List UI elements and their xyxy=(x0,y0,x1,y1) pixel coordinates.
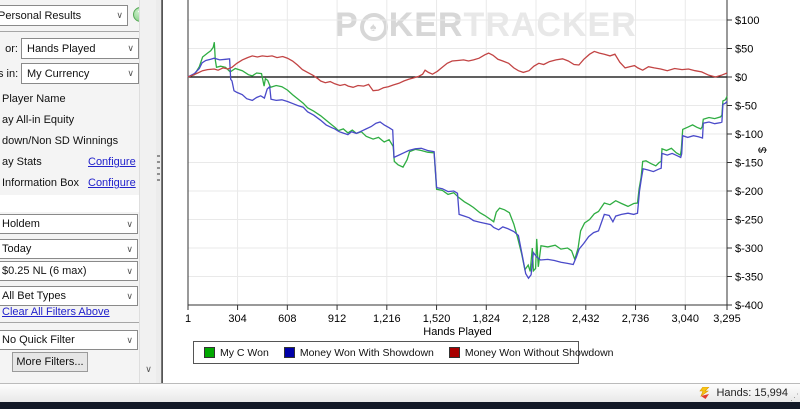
svg-text:$-100: $-100 xyxy=(735,129,763,141)
graph-panel: P ♠ KER TRACKER $100 $50 $0 $-50 $-100 $-150 $… xyxy=(162,0,800,383)
legend-item-won-with-showdown: Money Won With Showdown xyxy=(283,347,434,359)
green-swatch-icon xyxy=(204,347,215,358)
svg-text:1,216: 1,216 xyxy=(373,313,401,325)
option-information-box[interactable]: Information Box xyxy=(2,177,80,189)
option-stats[interactable]: ay Stats xyxy=(2,156,42,168)
currency-select[interactable]: My Currency ∨ xyxy=(21,63,139,84)
game-select[interactable]: Holdem ∨ xyxy=(0,214,138,234)
svg-text:$-400: $-400 xyxy=(735,300,763,312)
svg-text:3,295: 3,295 xyxy=(713,313,741,325)
svg-text:$-300: $-300 xyxy=(735,243,763,255)
svg-text:2,736: 2,736 xyxy=(622,313,650,325)
report-type-select[interactable]: Personal Results ∨ xyxy=(0,5,128,26)
configure-info-box-link[interactable]: Configure xyxy=(88,177,136,189)
bet-types-select[interactable]: All Bet Types ∨ xyxy=(0,286,138,306)
svg-text:304: 304 xyxy=(228,313,246,325)
panel-splitter[interactable] xyxy=(156,0,162,383)
status-bar: Hands: 15,994 ⋰ xyxy=(0,383,800,402)
red-swatch-icon xyxy=(448,347,460,358)
svg-text:1: 1 xyxy=(185,313,191,325)
blue-swatch-icon xyxy=(283,347,295,358)
date-range-select[interactable]: Today ∨ xyxy=(0,239,138,259)
sidebar: Personal Results ∨ ? or: Hands Played ∨ … xyxy=(0,0,156,383)
svg-text:$50: $50 xyxy=(735,44,753,56)
hands-count: Hands: 15,994 xyxy=(716,387,788,399)
graph-by-label: or: xyxy=(5,43,18,55)
chevron-down-icon: ∨ xyxy=(116,10,123,20)
splitter-grip-icon xyxy=(157,155,160,183)
chevron-down-icon: ∨ xyxy=(126,218,133,229)
results-in-label: s in: xyxy=(0,68,19,80)
configure-stats-link[interactable]: Configure xyxy=(88,156,136,168)
sidebar-scrollbar[interactable]: ∨ xyxy=(139,0,156,383)
chevron-down-icon: ∨ xyxy=(126,265,133,276)
divider xyxy=(0,322,153,323)
chevron-down-icon: ∨ xyxy=(126,243,133,254)
svg-text:$-350: $-350 xyxy=(735,272,763,284)
svg-text:Hands Played: Hands Played xyxy=(423,326,492,338)
option-allin-equity[interactable]: ay All-in Equity xyxy=(2,114,75,126)
option-player-name[interactable]: Player Name xyxy=(2,93,66,105)
clear-filters-link[interactable]: Clear All Filters Above xyxy=(2,306,110,318)
chart-legend: My C Won Money Won With Showdown Money W… xyxy=(193,341,614,364)
report-type-value: Personal Results xyxy=(0,9,82,22)
chevron-down-icon: ∨ xyxy=(127,43,134,53)
resize-grip-icon[interactable]: ⋰ xyxy=(790,392,799,402)
chevron-down-icon: ∨ xyxy=(126,334,133,345)
svg-text:$: $ xyxy=(757,147,769,153)
svg-text:$-150: $-150 xyxy=(735,158,763,170)
section-gap xyxy=(0,195,156,212)
svg-text:1,824: 1,824 xyxy=(473,313,501,325)
scroll-down-arrow-icon[interactable]: ∨ xyxy=(141,360,156,378)
poker-chip-icon: ♠ xyxy=(359,13,388,41)
svg-text:$-50: $-50 xyxy=(735,101,757,113)
svg-text:$0: $0 xyxy=(735,72,747,84)
svg-text:$-200: $-200 xyxy=(735,186,763,198)
winnings-line-chart: $100 $50 $0 $-50 $-100 $-150 $-200 $-250 $-300 $-… xyxy=(185,0,769,338)
quick-filter-select[interactable]: No Quick Filter ∨ xyxy=(0,330,138,350)
stakes-select[interactable]: $0.25 NL (6 max) ∨ xyxy=(0,261,138,281)
svg-text:912: 912 xyxy=(328,313,346,325)
chevron-down-icon: ∨ xyxy=(126,290,133,301)
chevron-down-icon: ∨ xyxy=(127,68,134,78)
pokertracker-watermark: P ♠ KER TRACKER xyxy=(335,6,637,44)
svg-text:$-250: $-250 xyxy=(735,215,763,227)
legend-item-won-without-showdown: Money Won Without Showdown xyxy=(448,347,614,359)
svg-text:3,040: 3,040 xyxy=(672,313,700,325)
more-filters-button[interactable]: More Filters... xyxy=(12,352,88,372)
taskbar xyxy=(0,402,800,409)
svg-text:2,128: 2,128 xyxy=(522,313,550,325)
option-showdown-winnings[interactable]: down/Non SD Winnings xyxy=(2,135,119,147)
lightning-icon xyxy=(699,386,710,399)
svg-text:$100: $100 xyxy=(735,15,759,27)
svg-text:2,432: 2,432 xyxy=(572,313,600,325)
graph-by-select[interactable]: Hands Played ∨ xyxy=(21,38,139,59)
legend-item-my-c-won: My C Won xyxy=(204,347,269,359)
svg-text:1,520: 1,520 xyxy=(423,313,451,325)
divider xyxy=(0,31,153,32)
svg-text:608: 608 xyxy=(278,313,296,325)
